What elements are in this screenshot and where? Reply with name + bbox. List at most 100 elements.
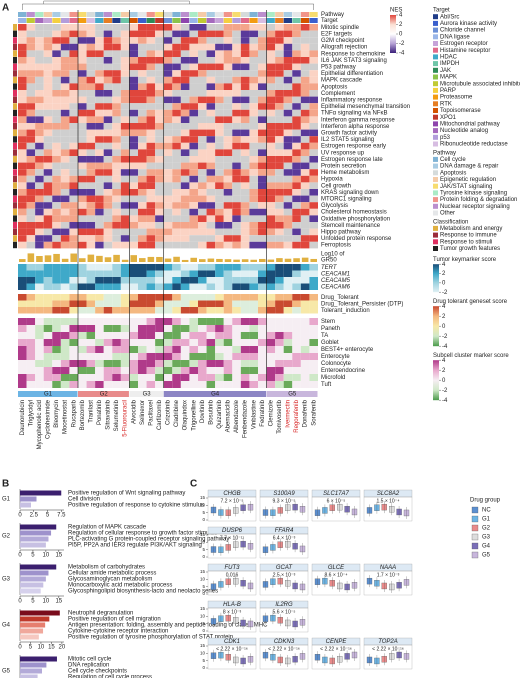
heatmap-cell xyxy=(120,228,130,236)
heatmap-cell xyxy=(146,294,156,301)
heatmap-cell xyxy=(292,307,301,314)
x-tick-label: 0 xyxy=(18,513,22,519)
heatmap-cell xyxy=(309,360,318,367)
heatmap-cell xyxy=(35,96,44,104)
heatmap-cell xyxy=(180,149,190,156)
heatmap-cell xyxy=(206,374,216,381)
row-label: Epithelial mesenchymal transition xyxy=(321,104,410,110)
heatmap-cell xyxy=(138,70,147,77)
heatmap-cell xyxy=(266,129,276,137)
legend-label: Microtubule associated inhibitor xyxy=(440,81,520,87)
heatmap-cell xyxy=(129,30,138,38)
heatmap-cell xyxy=(215,123,224,130)
heatmap-cell xyxy=(129,63,138,71)
heatmap-cell xyxy=(172,277,181,284)
heatmap-cell xyxy=(78,43,87,51)
p-value: 9.3 × 10⁻⁵ xyxy=(273,498,296,504)
row-label: Estrogen response late xyxy=(321,157,383,163)
heatmap-cell xyxy=(78,241,87,249)
heatmap-cell xyxy=(120,300,130,307)
annotation-cell xyxy=(112,18,121,23)
heatmap-cell xyxy=(198,142,207,150)
heatmap-cell xyxy=(300,346,310,353)
heatmap-cell xyxy=(198,156,207,163)
heatmap-cell xyxy=(155,294,164,301)
heatmap-cell xyxy=(172,156,181,163)
heatmap-cell xyxy=(266,202,276,209)
dendrogram xyxy=(22,0,314,10)
heatmap-cell xyxy=(180,142,190,150)
heatmap-cell xyxy=(103,339,113,346)
heatmap-cell xyxy=(18,169,27,176)
heatmap-cell xyxy=(129,162,138,170)
heatmap-cell xyxy=(172,37,181,44)
p-value: 0.016 xyxy=(226,572,239,578)
annotation-cell xyxy=(283,12,292,17)
heatmap-cell xyxy=(266,96,276,104)
heatmap-cell xyxy=(35,136,44,143)
heatmap-cell xyxy=(232,57,241,64)
heatmap-cell xyxy=(155,228,164,236)
heatmap-cell xyxy=(180,381,190,388)
heatmap-cell xyxy=(266,318,276,325)
heatmap-cell xyxy=(249,83,258,90)
row-label: Apoptosis xyxy=(321,84,347,90)
heatmap-cell xyxy=(309,264,318,271)
row-label: Response to chemokine xyxy=(321,51,386,57)
heatmap-cell xyxy=(86,208,96,216)
heatmap-cell xyxy=(292,57,301,64)
heatmap-cell xyxy=(120,37,130,44)
heatmap-cell xyxy=(240,283,250,290)
heatmap-cell xyxy=(258,96,267,104)
annotation-cell xyxy=(206,18,215,23)
heatmap-cell xyxy=(129,241,138,249)
heatmap-cell xyxy=(103,195,113,203)
heatmap-cell xyxy=(283,116,293,123)
row-label: Drug_Tolerant_Persister (DTP) xyxy=(321,301,403,307)
heatmap-cell xyxy=(138,208,147,216)
heatmap-cell xyxy=(26,37,36,44)
gene-label: CEACAM5 xyxy=(321,278,351,284)
heatmap-cell xyxy=(18,162,27,170)
annotation-cell xyxy=(129,18,138,23)
heatmap-cell xyxy=(52,109,61,117)
bar xyxy=(20,530,52,536)
heatmap-cell xyxy=(283,381,293,388)
heatmap-cell xyxy=(95,142,104,150)
annotation-cell xyxy=(60,18,70,23)
heatmap-cell xyxy=(240,175,250,183)
heatmap-cell xyxy=(300,235,310,242)
heatmap-cell xyxy=(266,90,276,97)
row-label: Inflammatory response xyxy=(321,97,383,103)
heatmap-cell xyxy=(232,156,241,163)
heatmap-cell xyxy=(240,339,250,346)
heatmap-cell xyxy=(155,76,164,84)
heatmap-cell xyxy=(189,307,198,314)
heatmap-cell xyxy=(52,50,61,57)
heatmap-cell xyxy=(78,346,87,353)
heatmap-cell xyxy=(163,109,173,117)
y-tick-label: 10 xyxy=(200,577,206,582)
heatmap-cell xyxy=(26,43,36,51)
group-bar xyxy=(163,391,267,397)
heatmap-cell xyxy=(103,277,113,284)
heatmap-cell xyxy=(43,96,53,104)
heatmap-cell xyxy=(35,116,44,123)
heatmap-cell xyxy=(206,156,216,163)
heatmap-cell xyxy=(35,123,44,130)
heatmap-cell xyxy=(206,277,216,284)
classification-cell xyxy=(13,96,17,103)
heatmap-cell xyxy=(18,103,27,110)
term-label: Regulation of cellular response to growt… xyxy=(68,531,217,537)
heatmap-cell xyxy=(258,195,267,203)
heatmap-cell xyxy=(215,142,224,150)
legend-swatch xyxy=(433,41,438,46)
heatmap-cell xyxy=(35,142,44,150)
heatmap-cell xyxy=(146,270,156,277)
heatmap-cell xyxy=(206,270,216,277)
heatmap-cell xyxy=(163,300,173,307)
heatmap-cell xyxy=(215,300,224,307)
heatmap-cell xyxy=(52,103,61,110)
heatmap-cell xyxy=(120,307,130,314)
heatmap-cell xyxy=(283,353,293,360)
